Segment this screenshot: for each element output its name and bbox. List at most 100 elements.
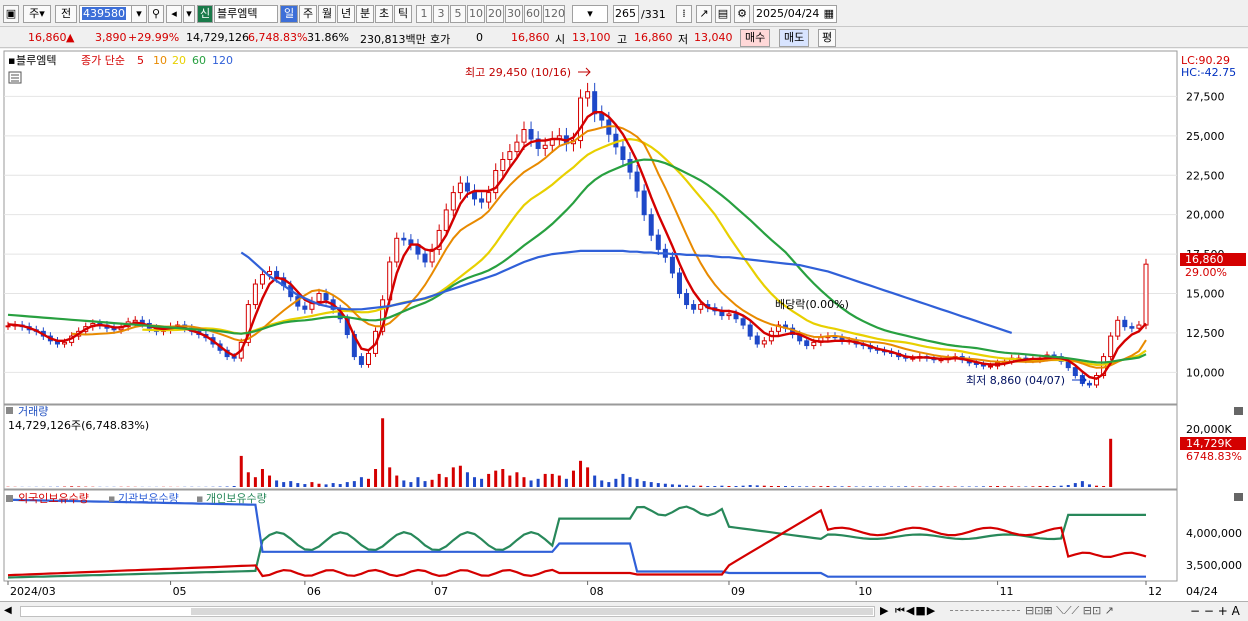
- interval-60[interactable]: 60: [524, 5, 542, 23]
- price-tick: 10,000: [1186, 366, 1225, 379]
- interval-10[interactable]: 10: [467, 5, 485, 23]
- buy-button[interactable]: 매수: [740, 29, 771, 47]
- period-5[interactable]: 초: [375, 5, 393, 23]
- window-icon[interactable]: ▣: [3, 5, 19, 23]
- playback-controls[interactable]: ⏮◀■▶: [895, 604, 937, 617]
- period-4[interactable]: 분: [356, 5, 374, 23]
- period-1[interactable]: 주: [299, 5, 317, 23]
- candle-body: [613, 133, 619, 148]
- volume-bar: [423, 481, 427, 487]
- candle-body: [592, 91, 598, 115]
- save-icon[interactable]: ▤: [715, 5, 731, 23]
- volume-bar: [600, 480, 604, 487]
- interval-custom-input[interactable]: ▾: [572, 5, 608, 23]
- high-annotation: 최고 29,450 (10/16): [465, 66, 571, 79]
- volume-panel-close-icon[interactable]: [1234, 407, 1243, 415]
- volume-bar: [1038, 486, 1042, 487]
- candle-body: [1086, 382, 1092, 386]
- volume-panel-icon[interactable]: [6, 407, 13, 414]
- volume-bar: [515, 472, 519, 487]
- price-tick: 22,500: [1186, 169, 1225, 182]
- interval-5[interactable]: 5: [450, 5, 466, 23]
- gear-icon[interactable]: ⚙: [734, 5, 750, 23]
- candle-body: [422, 253, 428, 263]
- search-icon[interactable]: ⚲: [148, 5, 164, 23]
- avg-button[interactable]: 평: [818, 29, 837, 47]
- candle-body: [535, 138, 541, 149]
- volume-bar: [1080, 481, 1084, 487]
- period-0[interactable]: 일: [280, 5, 298, 23]
- bottom-bar: ◀ ▶ ⏮◀■▶ ⊟⊡⊞ ⟍⟋⟋ ⊟⊡ ↗ − − + A: [0, 601, 1248, 621]
- low-label: 저: [678, 33, 689, 46]
- volume-bar: [458, 465, 462, 487]
- change-value: 3,890: [95, 31, 127, 44]
- candle-body: [987, 365, 993, 368]
- period-6[interactable]: 틱: [394, 5, 412, 23]
- volume-bar: [642, 481, 646, 487]
- candle-body: [691, 304, 697, 310]
- volume-bar: [239, 455, 243, 487]
- candle-body: [648, 214, 654, 236]
- holding-legend-inst: 기관보유수량: [118, 492, 179, 505]
- volume-bar: [755, 485, 759, 487]
- quote-price: 16,860: [511, 31, 550, 44]
- scroll-thumb[interactable]: [191, 608, 873, 615]
- speaker-icon[interactable]: ◂: [166, 5, 182, 23]
- volume-bar: [812, 486, 816, 487]
- prev-button[interactable]: 전: [55, 5, 77, 23]
- candle-body: [316, 293, 322, 302]
- x-label: 12: [1148, 585, 1162, 598]
- holding-panel-icon[interactable]: [6, 495, 13, 502]
- count-input[interactable]: 265: [613, 5, 639, 23]
- date-value: 2025/04/24: [756, 7, 820, 20]
- legend-ma-label: 종가 단순: [81, 54, 125, 67]
- period-3[interactable]: 년: [337, 5, 355, 23]
- volume-bar: [543, 473, 547, 487]
- low-arrow-icon: [1072, 375, 1087, 385]
- ma120-line: [240, 249, 1013, 334]
- candle-body: [1072, 367, 1078, 377]
- scroll-track[interactable]: [20, 606, 875, 617]
- zoom-controls[interactable]: − − + A: [1190, 604, 1240, 618]
- volume-tag-pct: 6748.83%: [1186, 450, 1242, 463]
- draw-icon[interactable]: ↗: [696, 5, 712, 23]
- zoom-track[interactable]: [950, 610, 1020, 613]
- interval-20[interactable]: 20: [486, 5, 504, 23]
- scroll-right-icon[interactable]: ▶: [880, 604, 889, 617]
- mode-select[interactable]: 주▾: [23, 5, 51, 23]
- calendar-icon[interactable]: ▦: [823, 7, 834, 20]
- scroll-left-icon[interactable]: ◀: [4, 605, 12, 616]
- code-input[interactable]: 439580: [79, 5, 147, 23]
- volume-bar: [996, 486, 1000, 487]
- price-tick: 12,500: [1186, 327, 1225, 340]
- date-input[interactable]: 2025/04/24 ▦: [753, 5, 837, 23]
- interval-30[interactable]: 30: [505, 5, 523, 23]
- current-price-tag: [1180, 253, 1246, 266]
- holding-legend-sep1: ▪: [108, 492, 115, 505]
- code-dropdown-icon[interactable]: ▾: [131, 5, 147, 23]
- volume-bar: [395, 475, 399, 487]
- volume-pct: 6,748.83%: [248, 31, 308, 44]
- volume-bar: [388, 467, 392, 487]
- legend-ma10: 10: [153, 54, 167, 67]
- volume-bar: [635, 478, 639, 487]
- volume-bar: [501, 469, 505, 487]
- volume-bar: [988, 486, 992, 487]
- low-price: 13,040: [694, 31, 733, 44]
- grid-icon[interactable]: ⁞: [676, 5, 692, 23]
- interval-3[interactable]: 3: [433, 5, 449, 23]
- holding-tick-2: 3,500,000: [1186, 559, 1242, 572]
- candle-body: [1143, 263, 1149, 326]
- volume-bars: [6, 418, 1113, 487]
- stock-name-field[interactable]: 블루엠텍: [214, 5, 278, 23]
- interval-120[interactable]: 120: [543, 5, 565, 23]
- interval-1[interactable]: 1: [416, 5, 432, 23]
- volume-bar: [981, 486, 985, 487]
- tool-icons[interactable]: ⊟⊡⊞ ⟍⟋⟋ ⊟⊡ ↗: [1025, 604, 1114, 617]
- holding-panel-close-icon[interactable]: [1234, 493, 1243, 501]
- price-axis-labels: 27,50025,00022,50020,00017,50015,00012,5…: [1186, 90, 1225, 379]
- volume-bar: [1045, 486, 1049, 487]
- speaker-dropdown-icon[interactable]: ▾: [183, 5, 195, 23]
- period-2[interactable]: 월: [318, 5, 336, 23]
- sell-button[interactable]: 매도: [779, 29, 810, 47]
